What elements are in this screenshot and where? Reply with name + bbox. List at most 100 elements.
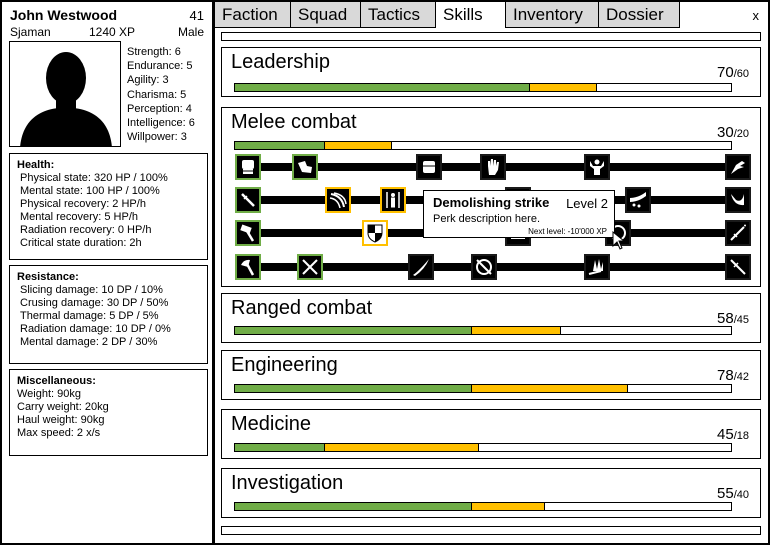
tooltip-title: Demolishing strike — [433, 195, 550, 210]
resistance-line: Crusing damage: 30 DP / 50% — [20, 297, 169, 309]
tab-squad[interactable]: Squad — [291, 2, 361, 28]
misc-line: Haul weight: 90kg — [17, 414, 105, 426]
progress-earned — [235, 84, 530, 91]
resistance-box: Resistance: Slicing damage: 10 DP / 10% … — [9, 265, 208, 364]
skill-current: 45 — [717, 426, 734, 443]
broken-sword-icon[interactable] — [725, 254, 751, 280]
skill-progress-bar — [234, 502, 732, 511]
skill-progress-bar — [234, 384, 732, 393]
resistance-line: Slicing damage: 10 DP / 10% — [20, 284, 163, 296]
health-line: Radiation recovery: 0 HP/h — [20, 224, 152, 236]
skill-name: Investigation — [231, 472, 344, 494]
misc-box: Miscellaneous: Weight: 90kg Carry weight… — [9, 369, 208, 456]
tab-bar: Faction Squad Tactics Skills Inventory D… — [215, 2, 768, 28]
close-button[interactable]: x — [752, 8, 760, 23]
dripping-blade-icon[interactable] — [625, 187, 651, 213]
tab-tactics[interactable]: Tactics — [361, 2, 436, 28]
skill-base: /45 — [733, 314, 749, 326]
elbow-strike-icon[interactable] — [292, 154, 318, 180]
skill-value: 30/20 — [717, 124, 749, 141]
character-class: Sjaman — [10, 25, 51, 39]
sword-sparks-icon[interactable] — [725, 220, 751, 246]
misc-line: Carry weight: 20kg — [17, 401, 109, 413]
progress-earned — [235, 327, 472, 334]
misc-line: Weight: 90kg — [17, 388, 82, 400]
top-scroll-bar[interactable] — [221, 32, 761, 41]
dagger-icon[interactable] — [235, 187, 261, 213]
person-silhouette-icon — [20, 52, 112, 146]
resistance-title: Resistance: — [17, 271, 79, 283]
skill-name: Medicine — [231, 413, 312, 435]
progress-potential — [472, 385, 628, 392]
progress-potential — [530, 84, 597, 91]
progress-potential — [472, 503, 545, 510]
health-line: Critical state duration: 2h — [20, 237, 142, 249]
skill-value: 78/42 — [717, 367, 749, 384]
crossed-blades-icon[interactable] — [297, 254, 323, 280]
skill-current: 70 — [717, 64, 734, 81]
progress-earned — [235, 385, 472, 392]
duelist-icon[interactable] — [380, 187, 406, 213]
skill-medicine[interactable]: Medicine 45/18 — [221, 409, 761, 459]
tab-inventory[interactable]: Inventory — [506, 2, 599, 28]
skill-progress-bar — [234, 443, 732, 452]
tab-faction[interactable]: Faction — [215, 2, 291, 28]
misc-title: Miscellaneous: — [17, 375, 96, 387]
tooltip-next-level: Next level: -10'000 XP — [528, 227, 607, 236]
attribute-intelligence: Intelligence: 6 — [127, 117, 195, 130]
skill-base: /60 — [733, 68, 749, 80]
progress-potential — [472, 327, 561, 334]
skill-progress-bar — [234, 326, 732, 335]
sickle-icon[interactable] — [725, 187, 751, 213]
tab-dossier[interactable]: Dossier — [599, 2, 680, 28]
skill-leadership[interactable]: Leadership 70/60 — [221, 47, 761, 97]
flexing-arm-icon[interactable] — [584, 154, 610, 180]
health-line: Mental recovery: 5 HP/h — [20, 211, 138, 223]
health-line: Physical recovery: 2 HP/h — [20, 198, 146, 210]
slash-marks-icon[interactable] — [325, 187, 351, 213]
character-panel: John Westwood 41 Sjaman 1240 XP Male Str… — [2, 2, 212, 543]
axe-icon[interactable] — [235, 254, 261, 280]
attribute-endurance: Endurance: 5 — [127, 60, 193, 73]
skill-ranged-combat[interactable]: Ranged combat 58/45 — [221, 293, 761, 343]
health-box: Health: Physical state: 320 HP / 100% Me… — [9, 153, 208, 260]
tab-skills[interactable]: Skills — [436, 2, 506, 28]
health-title: Health: — [17, 159, 55, 171]
skill-progress-bar — [234, 141, 732, 150]
melee-perk-tree: Demolishing strike Level 2 Perk descript… — [215, 2, 768, 280]
claw-strike-icon[interactable] — [725, 154, 751, 180]
tooltip-level: Level 2 — [566, 196, 608, 211]
skill-current: 55 — [717, 485, 734, 502]
gauntlet-icon[interactable] — [235, 154, 261, 180]
curved-blade-icon[interactable] — [408, 254, 434, 280]
skill-name: Ranged combat — [231, 297, 373, 319]
skill-value: 55/40 — [717, 485, 749, 502]
hammer-icon[interactable] — [235, 220, 261, 246]
skill-current: 58 — [717, 310, 734, 327]
perk-tooltip: Demolishing strike Level 2 Perk descript… — [423, 190, 615, 238]
skill-current: 78 — [717, 367, 734, 384]
resistance-line: Radiation damage: 10 DP / 0% — [20, 323, 171, 335]
character-age: 41 — [189, 8, 204, 23]
blade-circle-icon[interactable] — [471, 254, 497, 280]
skill-base: /40 — [733, 489, 749, 501]
open-palm-icon[interactable] — [480, 154, 506, 180]
skill-name: Leadership — [231, 51, 330, 73]
skill-investigation[interactable]: Investigation 55/40 — [221, 468, 761, 518]
skill-base: /20 — [733, 128, 749, 140]
skill-current: 30 — [717, 124, 734, 141]
progress-earned — [235, 503, 472, 510]
avatar — [9, 41, 121, 147]
fist-icon[interactable] — [416, 154, 442, 180]
bottom-scroll-bar[interactable] — [221, 526, 761, 535]
resistance-line: Mental damage: 2 DP / 30% — [20, 336, 158, 348]
attribute-perception: Perception: 4 — [127, 102, 192, 115]
flaming-sword-icon[interactable] — [584, 254, 610, 280]
tooltip-description: Perk description here. — [433, 213, 540, 225]
skill-engineering[interactable]: Engineering 78/42 — [221, 350, 761, 400]
attribute-charisma: Charisma: 5 — [127, 88, 187, 101]
shield-icon[interactable] — [362, 220, 388, 246]
health-line: Mental state: 100 HP / 100% — [20, 185, 160, 197]
misc-line: Max speed: 2 x/s — [17, 427, 101, 439]
skill-base: /42 — [733, 371, 749, 383]
